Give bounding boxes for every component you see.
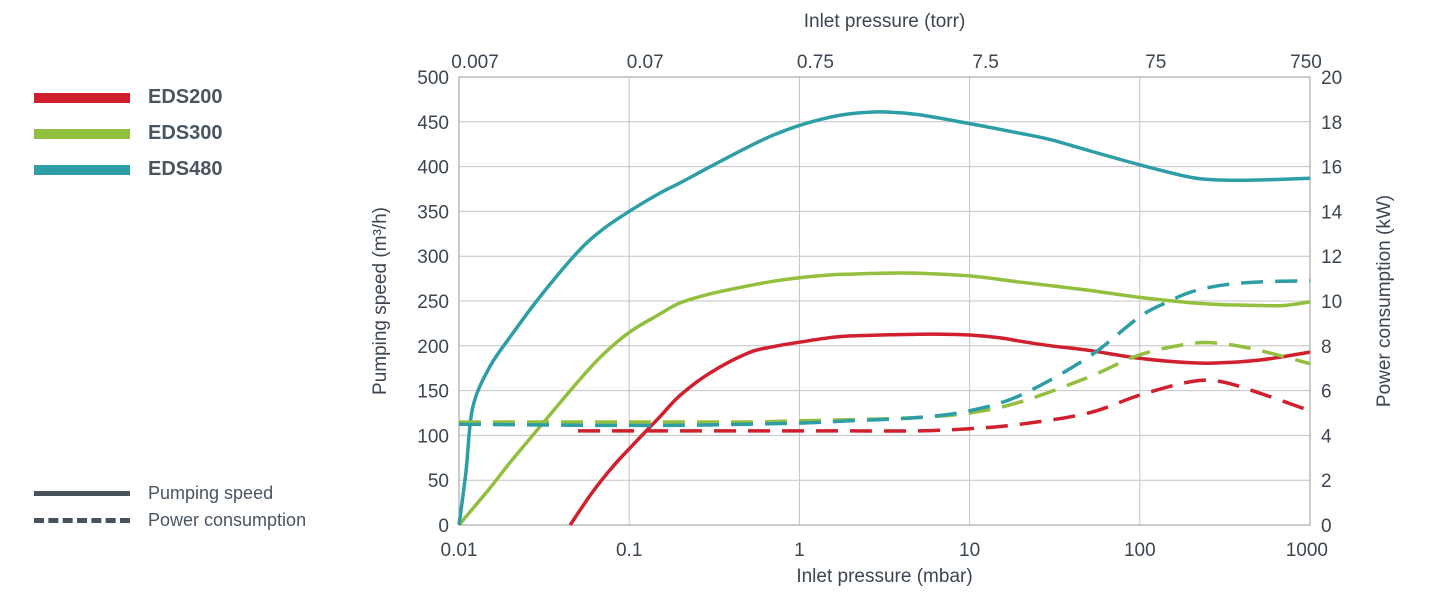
y-left-tick-label: 300 <box>417 247 449 268</box>
y-left-tick-label: 450 <box>417 113 449 134</box>
y-right-tick-label: 20 <box>1321 68 1342 89</box>
legend-label-eds480: EDS480 <box>148 158 223 180</box>
legend-item-eds300: EDS300 <box>34 122 223 145</box>
y-left-tick-label: 100 <box>417 426 449 447</box>
x-top-tick-label: 0.007 <box>451 52 499 73</box>
y-left-tick-label: 350 <box>417 202 449 223</box>
x-top-tick-label: 75 <box>1145 52 1166 73</box>
y-right-tick-label: 6 <box>1321 382 1332 403</box>
x-axis-label-bottom: Inlet pressure (mbar) <box>796 566 972 587</box>
y-right-tick-label: 8 <box>1321 337 1332 358</box>
x-bottom-tick-label: 0.1 <box>616 540 642 561</box>
dashed-line-swatch <box>34 518 130 523</box>
eds480-power-line <box>458 279 1311 428</box>
x-top-tick-label: 7.5 <box>972 52 998 73</box>
y-left-tick-label: 400 <box>417 158 449 179</box>
y-right-tick-label: 14 <box>1321 202 1343 223</box>
legend-label-eds200: EDS200 <box>148 86 223 108</box>
y-left-tick-label: 150 <box>417 382 449 403</box>
x-bottom-tick-label: 0.01 <box>441 540 478 561</box>
eds480-speed-line <box>457 110 1311 526</box>
y-right-tick-label: 0 <box>1321 516 1332 537</box>
x-top-tick-label: 750 <box>1290 52 1322 73</box>
legend-label-power-consumption: Power consumption <box>148 510 307 530</box>
x-axis-label-top: Inlet pressure (torr) <box>804 11 966 32</box>
y-right-tick-label: 4 <box>1321 426 1332 447</box>
legend-item-pumping-speed: Pumping speed <box>34 483 273 504</box>
legend-label-pumping-speed: Pumping speed <box>148 483 274 503</box>
y-left-tick-label: 250 <box>417 292 449 313</box>
y-axis-label-left: Pumping speed (m³/h) <box>370 207 391 395</box>
plot-frame <box>458 76 1311 526</box>
y-left-tick-label: 50 <box>428 471 449 492</box>
y-right-tick-label: 18 <box>1321 113 1342 134</box>
solid-line-swatch <box>34 491 130 496</box>
legend-swatch-eds300 <box>34 128 130 139</box>
eds300-power-line <box>458 340 1311 424</box>
y-right-tick-label: 10 <box>1321 292 1342 313</box>
y-axis-label-right: Power consumption (kW) <box>1374 195 1395 407</box>
legend-item-power-consumption: Power consumption <box>34 510 306 531</box>
x-bottom-tick-label: 100 <box>1124 540 1156 561</box>
x-bottom-tick-label: 1000 <box>1286 540 1328 561</box>
y-left-tick-label: 0 <box>438 516 449 537</box>
y-left-tick-label: 200 <box>417 337 449 358</box>
legend-swatch-eds200 <box>34 92 130 103</box>
legend-swatch-eds480 <box>34 164 130 175</box>
y-right-tick-label: 2 <box>1321 471 1332 492</box>
x-top-tick-label: 0.75 <box>797 52 834 73</box>
legend: EDS200 EDS300 EDS480 Pumping speed Power… <box>0 0 380 603</box>
legend-item-eds200: EDS200 <box>34 86 223 109</box>
y-left-tick-label: 500 <box>417 68 449 89</box>
y-right-tick-label: 16 <box>1321 158 1342 179</box>
eds300-speed-line <box>457 271 1311 527</box>
eds200-speed-line <box>568 332 1311 526</box>
x-top-tick-label: 0.07 <box>627 52 664 73</box>
legend-label-eds300: EDS300 <box>148 122 223 144</box>
legend-item-eds480: EDS480 <box>34 158 223 181</box>
x-bottom-tick-label: 10 <box>959 540 980 561</box>
x-bottom-tick-label: 1 <box>794 540 805 561</box>
eds200-power-line <box>578 378 1311 433</box>
y-right-tick-label: 12 <box>1321 247 1342 268</box>
